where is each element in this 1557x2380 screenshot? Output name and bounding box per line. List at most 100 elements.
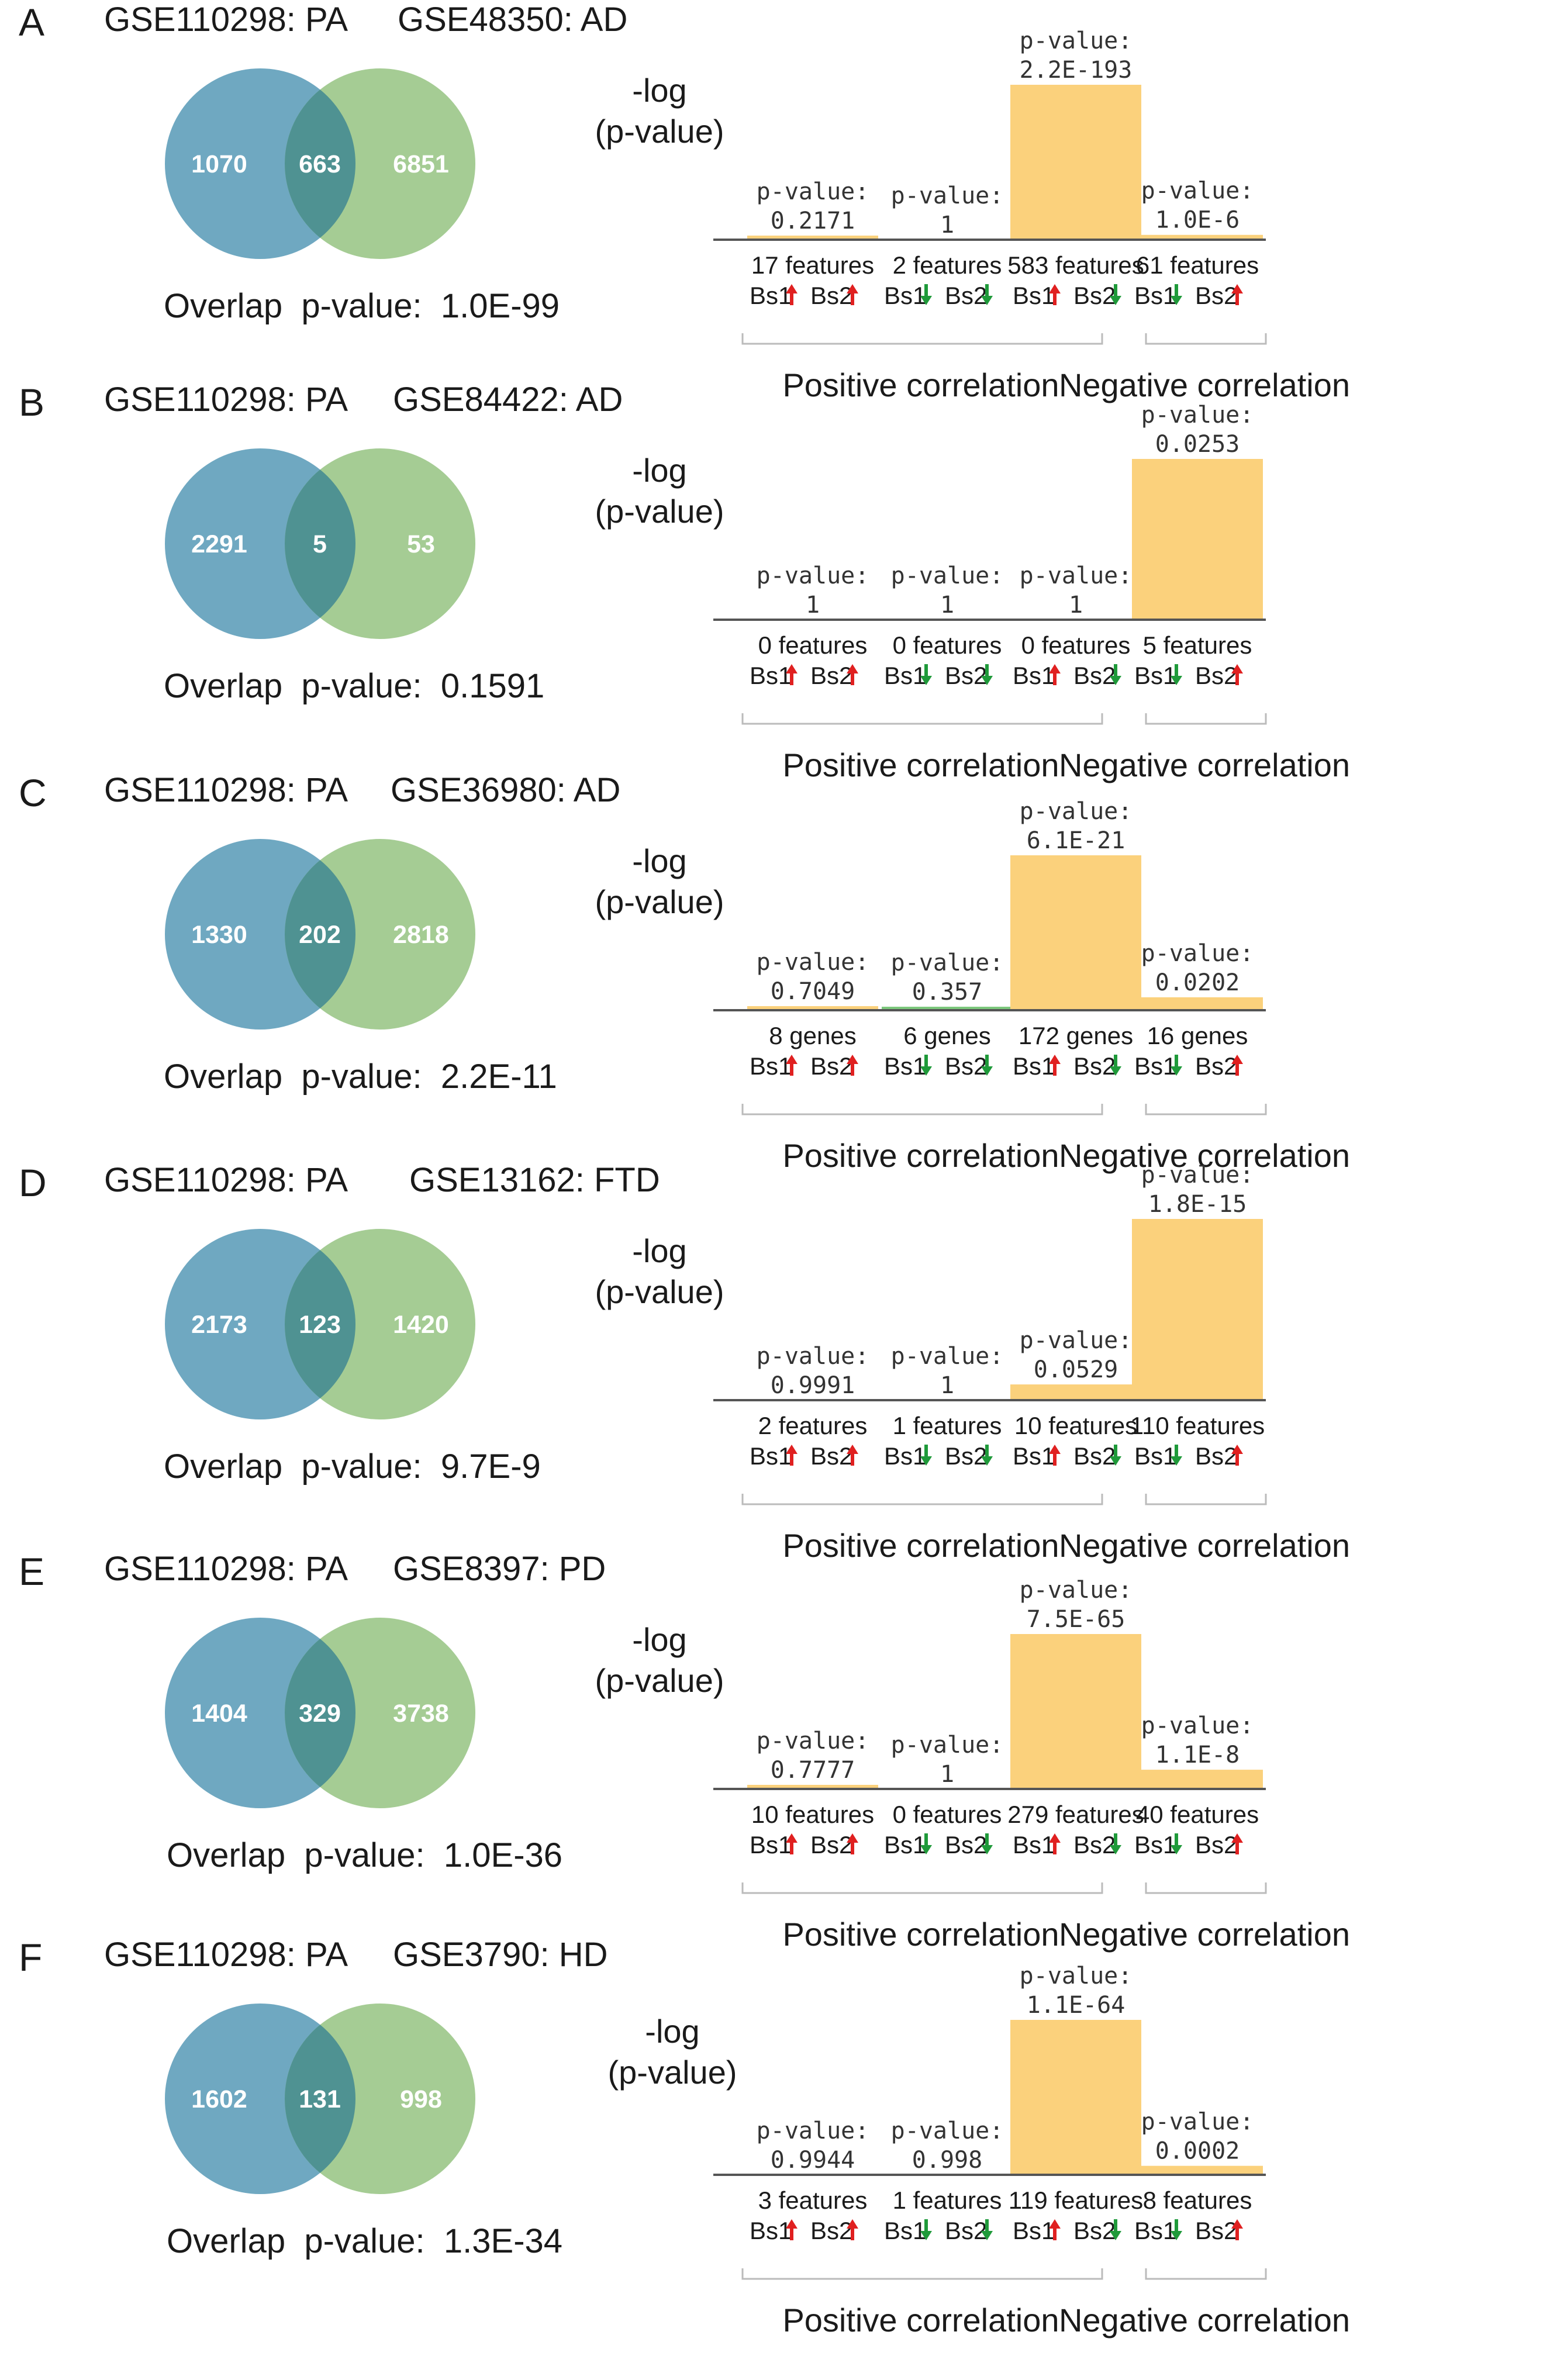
venn-left-title: GSE110298: PA (104, 1161, 348, 1199)
pvalue-value: 7.5E-65 (1027, 1606, 1126, 1633)
direction-label: Bs1 Bs2 (750, 1831, 858, 1859)
pvalue-prefix: p-value: (1020, 27, 1133, 54)
direction-label: Bs1 Bs2 (1013, 1831, 1121, 1859)
down-arrow-icon (920, 1833, 932, 1854)
venn-overlap-count: 131 (299, 2085, 341, 2113)
down-arrow-icon (1171, 1833, 1182, 1854)
overlap-label: Overlap p-value: (167, 1836, 425, 1874)
negative-bracket (1145, 2268, 1267, 2280)
category-label: 10 features (1014, 1412, 1137, 1439)
down-arrow-icon (1110, 1055, 1121, 1076)
up-arrow-icon (847, 1055, 858, 1076)
up-arrow-icon (847, 1445, 858, 1466)
direction-label: Bs1 Bs2 (750, 2217, 858, 2244)
pvalue-prefix: p-value: (891, 2118, 1004, 2144)
category-label: 583 features (1007, 251, 1144, 279)
down-arrow-icon (920, 2219, 932, 2240)
category-label: 3 features (758, 2186, 868, 2214)
bs2-label: Bs2 (810, 1052, 852, 1080)
pvalue-value: 1 (806, 592, 820, 619)
pvalue-value: 0.0002 (1155, 2138, 1240, 2165)
positive-bracket (741, 1104, 1103, 1115)
category-label: 40 features (1136, 1801, 1259, 1828)
pvalue-prefix: p-value: (1141, 940, 1254, 967)
up-arrow-icon (1231, 1833, 1243, 1854)
down-arrow-icon (1171, 2219, 1182, 2240)
bs1-label: Bs1 (1013, 1442, 1055, 1470)
direction-label: Bs1 Bs2 (1134, 662, 1243, 689)
venn-right-count: 6851 (393, 150, 449, 178)
panel-letter: B (19, 381, 45, 424)
y-axis-label-line1: -log (632, 452, 687, 489)
pvalue-value: 1 (940, 1761, 954, 1788)
bs2-label: Bs2 (1195, 662, 1237, 689)
bar-4 (1132, 234, 1263, 240)
venn-right-title: GSE3790: HD (393, 1936, 608, 1974)
overlap-value: 9.7E-9 (422, 1448, 541, 1486)
bar-4 (1132, 1219, 1263, 1400)
pvalue-value: 0.9991 (771, 1372, 855, 1399)
panel-letter: F (19, 1936, 43, 1979)
y-axis-label-line1: -log (632, 1621, 687, 1658)
negative-bracket (1145, 1494, 1267, 1505)
venn-left-title: GSE110298: PA (104, 1936, 348, 1974)
pvalue-prefix: p-value: (1141, 2109, 1254, 2136)
category-label: 6 genes (903, 1022, 990, 1049)
bar-3 (1010, 2020, 1141, 2175)
overlap-label: Overlap p-value: (164, 1448, 422, 1486)
down-arrow-icon (981, 1445, 993, 1466)
y-axis-label-line2: (p-value) (595, 1662, 724, 1699)
pvalue-prefix: p-value: (757, 1728, 869, 1754)
pvalue-prefix: p-value: (1141, 1712, 1254, 1739)
down-arrow-icon (1110, 664, 1121, 685)
down-arrow-icon (1171, 1055, 1182, 1076)
down-arrow-icon (1110, 1445, 1121, 1466)
direction-label: Bs1 Bs2 (1013, 1442, 1121, 1470)
y-axis-label-line1: -log (632, 842, 687, 879)
venn-right-title: GSE84422: AD (393, 381, 623, 419)
pvalue-value: 1 (940, 212, 954, 239)
venn-right-count: 2818 (393, 921, 449, 949)
pvalue-value: 0.0202 (1155, 969, 1240, 996)
venn-overlap (285, 839, 355, 1030)
pvalue-prefix: p-value: (891, 182, 1004, 209)
venn-overlap (285, 2004, 355, 2194)
venn-right-title: GSE13162: FTD (409, 1161, 660, 1199)
down-arrow-icon (1110, 2219, 1121, 2240)
positive-correlation-label: Positive correlation (782, 2302, 1059, 2338)
pvalue-prefix: p-value: (757, 2118, 869, 2144)
up-arrow-icon (1231, 1445, 1243, 1466)
bs1-label: Bs1 (884, 1442, 926, 1470)
positive-bracket (741, 2268, 1103, 2280)
up-arrow-icon (1049, 664, 1061, 685)
positive-bracket (741, 333, 1103, 345)
venn-left-count: 1404 (191, 1699, 247, 1728)
down-arrow-icon (920, 1055, 932, 1076)
venn-left-count: 1330 (191, 921, 247, 949)
panel-letter: A (19, 1, 45, 44)
down-arrow-icon (981, 2219, 993, 2240)
overlap-pvalue: Overlap p-value: 2.2E-11 (164, 1057, 557, 1096)
negative-bracket (1145, 1882, 1267, 1894)
pvalue-value: 6.1E-21 (1027, 827, 1126, 854)
positive-bracket (741, 1494, 1103, 1505)
bs1-label: Bs1 (1013, 1052, 1055, 1080)
bs1-label: Bs1 (1134, 1052, 1176, 1080)
positive-correlation-label: Positive correlation (782, 1137, 1059, 1174)
down-arrow-icon (981, 664, 993, 685)
bs1-label: Bs1 (1013, 2217, 1055, 2244)
up-arrow-icon (786, 284, 798, 305)
pvalue-prefix: p-value: (1141, 1162, 1254, 1189)
venn-right-count: 53 (407, 530, 435, 558)
negative-correlation-label: Negative correlation (1059, 747, 1350, 783)
bs1-label: Bs1 (750, 1442, 792, 1470)
venn-overlap (285, 1229, 355, 1419)
y-axis-label: -log (p-value) (589, 450, 730, 532)
panel-b: B GSE110298: PA GSE84422: AD 2291 5 53 Overlap… (0, 380, 1557, 783)
pvalue-value: 0.9944 (771, 2147, 855, 2174)
direction-label: Bs1 Bs2 (884, 282, 993, 309)
venn-overlap (285, 68, 355, 259)
bs1-label: Bs1 (1013, 662, 1055, 689)
category-label: 16 genes (1147, 1022, 1248, 1049)
